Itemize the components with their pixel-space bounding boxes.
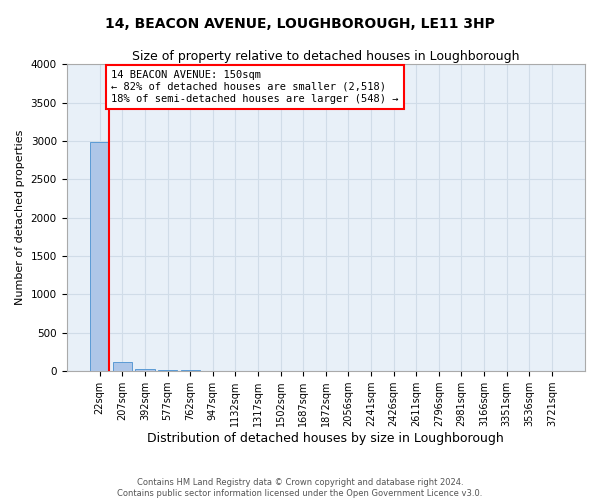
Bar	[203, 370, 223, 371]
X-axis label: Distribution of detached houses by size in Loughborough: Distribution of detached houses by size …	[148, 432, 504, 445]
Y-axis label: Number of detached properties: Number of detached properties	[15, 130, 25, 306]
Bar	[90, 142, 109, 371]
Bar	[136, 368, 155, 371]
Text: 14, BEACON AVENUE, LOUGHBOROUGH, LE11 3HP: 14, BEACON AVENUE, LOUGHBOROUGH, LE11 3H…	[105, 18, 495, 32]
Bar	[181, 370, 200, 371]
Title: Size of property relative to detached houses in Loughborough: Size of property relative to detached ho…	[132, 50, 520, 63]
Bar	[158, 370, 177, 371]
Bar	[113, 362, 132, 371]
Text: 14 BEACON AVENUE: 150sqm
← 82% of detached houses are smaller (2,518)
18% of sem: 14 BEACON AVENUE: 150sqm ← 82% of detach…	[111, 70, 398, 104]
Text: Contains HM Land Registry data © Crown copyright and database right 2024.
Contai: Contains HM Land Registry data © Crown c…	[118, 478, 482, 498]
